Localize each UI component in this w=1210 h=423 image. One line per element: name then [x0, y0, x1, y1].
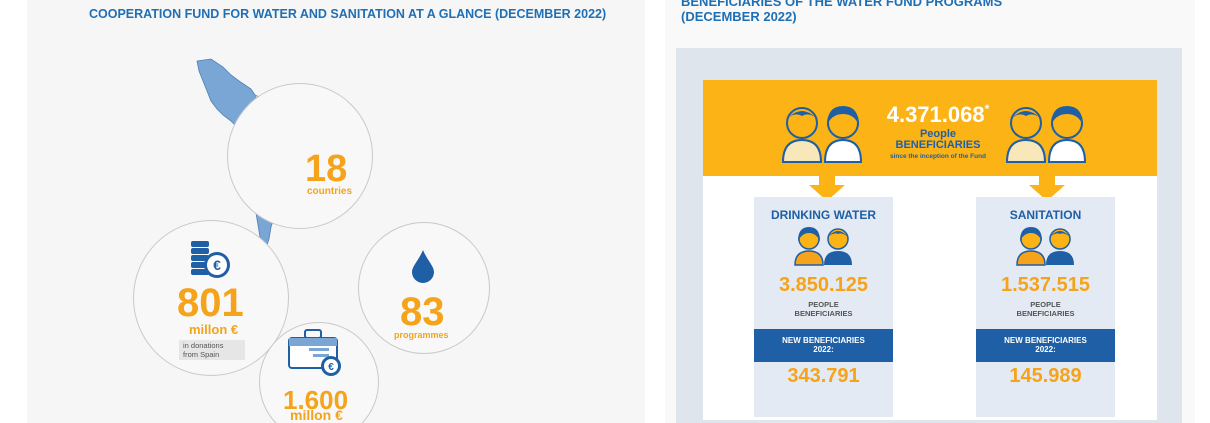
people-pair-icon — [781, 106, 863, 163]
new-beneficiaries-value: 145.989 — [1009, 365, 1082, 387]
right-title-line2: (DECEMBER 2022) — [681, 9, 797, 24]
donations-unit: millon € — [189, 322, 239, 337]
card-label-line1: PEOPLE — [1030, 300, 1061, 309]
drinking-water-card: DRINKING WATER 3.850.125 PEOPLE BENEFICI… — [754, 197, 893, 417]
sanitation-card: SANITATION 1.537.515 PEOPLE BENEFICIARIE… — [976, 197, 1115, 417]
countries-circle — [227, 83, 373, 229]
total-asterisk: * — [984, 102, 990, 116]
budget-value: 1.600 — [283, 385, 349, 415]
left-panel-title: COOPERATION FUND FOR WATER AND SANITATIO… — [89, 7, 607, 21]
total-label-line2: BENEFICIARIES — [895, 139, 981, 151]
donations-value: 801 — [177, 281, 244, 325]
left-infographic-panel: COOPERATION FUND FOR WATER AND SANITATIO… — [27, 0, 645, 423]
total-label-line1: People — [919, 128, 957, 140]
countries-value: 18 — [305, 148, 348, 190]
programmes-value: 83 — [400, 290, 445, 334]
beneficiaries-frame: 4.371.068* People BENEFICIARIES since th… — [676, 48, 1182, 423]
total-beneficiaries-value: 4.371.068* — [878, 102, 998, 128]
water-drop-icon — [412, 250, 434, 283]
card-value: 1.537.515 — [1001, 274, 1090, 296]
new-beneficiaries-header: NEW BENEFICIARIES 2022: — [976, 329, 1115, 362]
briefcase-euro-icon: € — [288, 329, 341, 376]
new-line2: 2022: — [813, 345, 834, 354]
card-label-line1: PEOPLE — [808, 300, 839, 309]
right-infographic-panel: BENEFICIARIES OF THE WATER FUND PROGRAMS… — [665, 0, 1195, 423]
people-pair-icon — [794, 227, 852, 266]
donations-note: in donations from Spain — [179, 340, 245, 360]
countries-label: countries — [307, 186, 353, 197]
coin-stack-euro-icon: € — [191, 241, 230, 278]
beneficiaries-content: 4.371.068* People BENEFICIARIES since th… — [703, 80, 1157, 420]
card-label-line2: BENEFICIARIES — [1016, 309, 1075, 318]
svg-text:€: € — [213, 257, 221, 273]
total-value-text: 4.371.068 — [886, 102, 985, 127]
down-arrow-icon — [1029, 175, 1065, 201]
new-beneficiaries-header: NEW BENEFICIARIES 2022: — [754, 329, 893, 362]
card-label-line2: BENEFICIARIES — [794, 309, 853, 318]
new-line1: NEW BENEFICIARIES — [1004, 336, 1087, 345]
card-title: DRINKING WATER — [770, 208, 877, 222]
total-beneficiaries-band: 4.371.068* People BENEFICIARIES since th… — [703, 80, 1157, 176]
right-panel-title: BENEFICIARIES OF THE WATER FUND PROGRAMS… — [681, 0, 1002, 24]
people-pair-icon — [1016, 227, 1074, 266]
card-label: PEOPLE BENEFICIARIES — [976, 300, 1115, 318]
programmes-circle — [358, 222, 490, 354]
card-label: PEOPLE BENEFICIARIES — [754, 300, 893, 318]
svg-text:€: € — [328, 362, 334, 373]
donations-note-line1: in donations — [183, 341, 224, 350]
new-beneficiaries-value: 343.791 — [787, 365, 860, 387]
new-line1: NEW BENEFICIARIES — [782, 336, 865, 345]
donations-note-line2: from Spain — [183, 350, 220, 359]
card-value: 3.850.125 — [779, 274, 868, 296]
budget-unit: millon € — [290, 407, 343, 423]
people-pair-icon — [1005, 106, 1087, 163]
total-label-line3: since the inception of the Fund — [889, 153, 987, 160]
programmes-label: programmes — [394, 330, 449, 340]
right-title-line1: BENEFICIARIES OF THE WATER FUND PROGRAMS — [681, 0, 1003, 9]
card-title: SANITATION — [1009, 208, 1082, 222]
down-arrow-icon — [809, 175, 845, 201]
new-line2: 2022: — [1035, 345, 1056, 354]
